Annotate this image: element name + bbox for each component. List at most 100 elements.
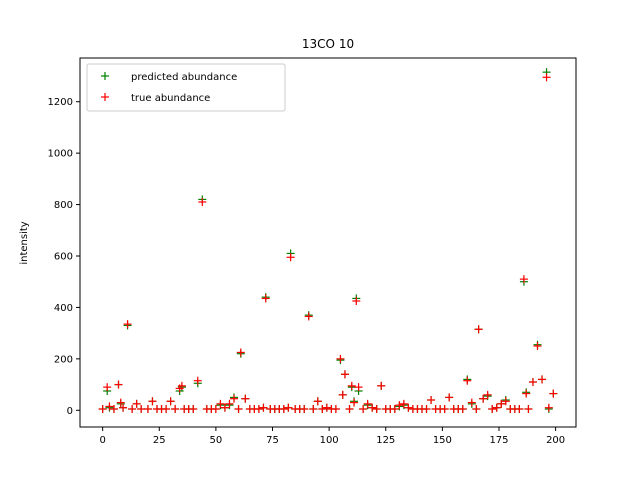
legend-label-true-abundance: true abundance: [131, 93, 210, 104]
data-point-true-61: [350, 398, 359, 407]
data-point-true-2: [105, 402, 114, 411]
data-point-true-37: [254, 405, 263, 413]
data-point-true-30: [225, 399, 234, 408]
legend-marker-predicted-abundance: [101, 72, 109, 80]
data-point-true-105: [538, 375, 547, 384]
x-tick-label: 125: [376, 435, 395, 446]
data-point-true-66: [368, 403, 377, 412]
x-tick-label: 75: [266, 435, 279, 446]
data-point-true-95: [497, 399, 506, 408]
y-tick-label: 400: [54, 303, 73, 314]
x-tick-label: 25: [153, 435, 166, 446]
data-point-true-92: [483, 390, 492, 399]
data-point-true-108: [549, 389, 558, 398]
x-tick-label: 0: [99, 435, 105, 446]
data-point-true-16: [166, 397, 175, 406]
data-point-true-45: [286, 253, 295, 262]
plot-frame: [79, 57, 577, 428]
data-point-true-63: [354, 383, 363, 392]
y-tick-label: 200: [54, 354, 73, 365]
data-point-true-88: [467, 398, 476, 407]
data-point-true-27: [211, 405, 220, 413]
data-point-true-50: [309, 405, 318, 413]
y-tick-label: 800: [54, 200, 73, 211]
data-point-true-58: [340, 370, 349, 379]
x-tick-label: 50: [210, 435, 223, 446]
data-point-true-33: [236, 348, 245, 357]
data-point-true-67: [372, 405, 381, 413]
data-point-true-29: [220, 403, 229, 412]
data-point-true-11: [143, 405, 152, 413]
data-point-true-9: [132, 399, 141, 408]
data-point-true-55: [331, 405, 340, 413]
data-point-true-82: [440, 405, 449, 413]
y-axis-label: intensity: [19, 221, 30, 264]
y-tick-label: 0: [67, 406, 73, 417]
x-tick-label: 200: [546, 435, 565, 446]
data-point-true-90: [474, 325, 483, 334]
data-point-true-89: [472, 405, 481, 413]
data-point-true-57: [338, 390, 347, 399]
data-point-true-19: [177, 381, 186, 390]
data-point-true-56: [336, 354, 345, 363]
data-point-true-12: [148, 397, 157, 406]
data-point-true-10: [137, 405, 146, 413]
data-point-true-83: [445, 393, 454, 402]
y-tick-label: 1200: [48, 97, 73, 108]
data-point-true-49: [304, 312, 313, 321]
data-point-true-71: [390, 405, 399, 413]
data-point-true-4: [114, 380, 123, 389]
data-point-true-86: [458, 405, 467, 413]
data-point-true-15: [162, 405, 171, 413]
data-point-true-104: [533, 342, 542, 350]
data-point-true-0: [98, 405, 107, 413]
data-point-true-68: [377, 381, 386, 390]
data-point-true-53: [322, 403, 331, 412]
data-point-true-22: [189, 405, 198, 413]
data-point-true-44: [284, 403, 293, 412]
data-point-true-8: [128, 405, 137, 413]
data-point-true-3: [109, 405, 118, 413]
legend-box: [86, 63, 286, 112]
data-point-true-51: [313, 397, 322, 406]
data-point-true-28: [216, 399, 225, 408]
data-point-true-101: [522, 389, 531, 398]
data-point-true-31: [230, 394, 239, 403]
legend: predicted abundance true abundance: [86, 63, 286, 112]
data-point-true-100: [519, 275, 528, 284]
data-point-true-64: [359, 405, 368, 413]
data-point-true-34: [241, 394, 250, 403]
markers-layer: [98, 68, 558, 413]
data-point-true-94: [492, 403, 501, 412]
data-point-true-107: [544, 403, 553, 412]
chart-title: 13CO 10: [302, 37, 354, 51]
data-point-true-48: [300, 405, 309, 413]
data-point-true-93: [488, 405, 497, 413]
legend-marker-true-abundance: [101, 93, 109, 101]
data-point-true-17: [171, 405, 180, 413]
data-point-true-6: [119, 403, 128, 412]
data-point-true-5: [116, 398, 125, 407]
x-tick-label: 175: [489, 435, 508, 446]
data-point-true-96: [501, 397, 510, 406]
data-point-true-62: [352, 297, 361, 305]
data-point-true-24: [198, 198, 207, 206]
data-point-true-102: [524, 405, 533, 413]
y-tick-label: 1000: [48, 149, 73, 160]
data-point-true-72: [395, 401, 404, 410]
data-point-true-38: [259, 403, 268, 412]
data-point-true-65: [363, 399, 372, 408]
ticks-layer: 0 25 50 75 100 125 150 175 200 0 200 400 600 800 1000 1…: [48, 97, 566, 446]
data-point-true-74: [404, 403, 413, 412]
data-point-true-106: [542, 73, 551, 82]
legend-plus-predicted: [101, 72, 109, 80]
data-point-true-32: [234, 405, 243, 413]
data-point-true-99: [515, 405, 524, 413]
data-point-true-59: [345, 405, 354, 413]
x-tick-label: 150: [433, 435, 452, 446]
data-point-true-60: [347, 381, 356, 390]
data-point-true-52: [318, 405, 327, 413]
y-tick-label: 600: [54, 252, 73, 263]
data-point-true-87: [463, 376, 472, 385]
